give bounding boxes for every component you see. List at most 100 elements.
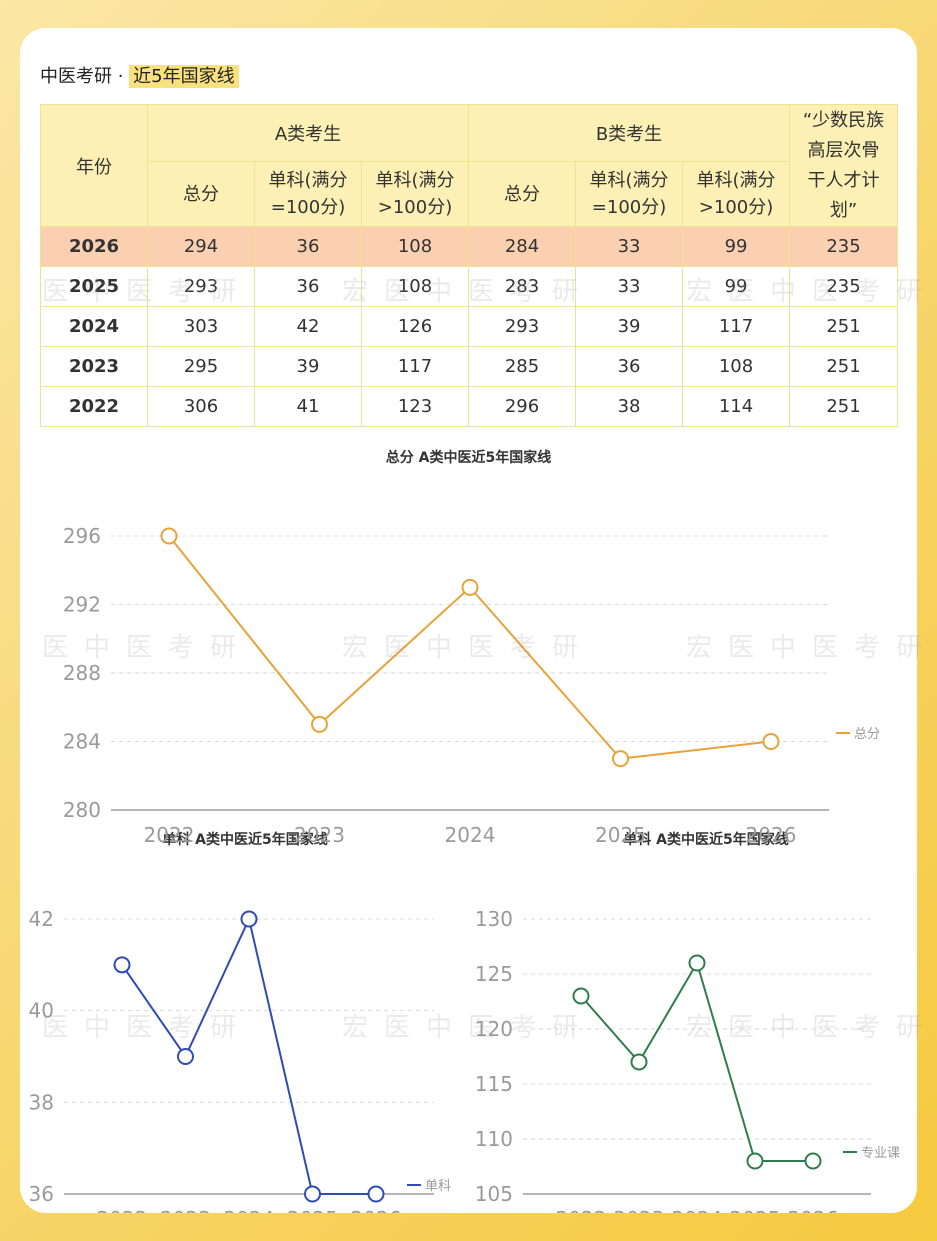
table-cell: 284 <box>468 226 577 267</box>
data-point <box>746 1152 764 1170</box>
table-row: 2022 306 41 123 296 38 114 251 <box>40 386 899 427</box>
header-b-total: 总分 <box>468 161 577 227</box>
row-year: 2023 <box>40 346 148 387</box>
x-tick-label: 2026 <box>746 823 797 847</box>
y-tick-label: 115 <box>475 1072 513 1096</box>
row-year: 2025 <box>40 266 148 307</box>
major-subject-chart: 105 110 115 120 125 130 2022 2023 2024 2025 2026 专业… <box>475 907 900 1213</box>
data-point <box>612 750 629 768</box>
header-year: 年份 <box>40 104 148 227</box>
table-cell: 293 <box>468 306 577 347</box>
title-highlight: 近5年国家线 <box>129 65 239 88</box>
data-point <box>160 527 178 545</box>
chart-title-total: 总分 A类中医近5年国家线 <box>385 450 552 466</box>
x-tick-label: 2023 <box>160 1207 211 1213</box>
y-tick-label: 42 <box>29 907 54 931</box>
header-b-single-100: 单科(满分=100分) <box>575 161 684 227</box>
table-cell: 251 <box>789 346 899 387</box>
chart-title-major: 单科 A类中医近5年国家线 <box>623 832 789 848</box>
data-point <box>304 1185 321 1203</box>
title-prefix: 中医考研 · <box>40 66 130 87</box>
legend-label: 总分 <box>854 727 880 742</box>
x-tick-label: 2025 <box>595 823 646 847</box>
y-tick-label: 296 <box>63 524 101 548</box>
data-point <box>572 987 590 1005</box>
x-tick-label: 2023 <box>614 1207 665 1213</box>
table-cell: 39 <box>575 306 684 347</box>
x-tick-label: 2022 <box>97 1207 148 1213</box>
table-row: 2026 294 36 108 284 33 99 235 <box>40 226 899 267</box>
table-cell: 126 <box>360 306 470 347</box>
chart-title-single: 单科 A类中医近5年国家线 <box>162 832 328 848</box>
x-tick-label: 2023 <box>294 823 345 847</box>
table-cell: 293 <box>147 266 255 307</box>
header-a-single-100: 单科(满分=100分) <box>254 161 362 227</box>
y-tick-label: 130 <box>475 907 513 931</box>
table-cell: 117 <box>360 346 470 387</box>
table-cell: 108 <box>360 266 470 307</box>
header-a-total: 总分 <box>147 161 255 227</box>
table-cell: 108 <box>360 226 470 267</box>
total-score-chart: 280 284 288 292 296 2022 2023 2024 2025 2026 总分 <box>63 524 880 847</box>
y-tick-label: 125 <box>475 962 513 986</box>
header-minority: “少数民族高层次骨干人才计划” <box>789 104 899 227</box>
row-year: 2024 <box>40 306 148 347</box>
x-tick-label: 2024 <box>672 1207 723 1213</box>
x-tick-label: 2022 <box>556 1207 607 1213</box>
y-tick-label: 292 <box>63 593 101 617</box>
data-point <box>311 715 328 733</box>
table-cell: 251 <box>789 306 899 347</box>
table-cell: 41 <box>254 386 362 427</box>
x-tick-label: 2024 <box>224 1207 275 1213</box>
legend-label: 专业课 <box>861 1146 900 1161</box>
table-cell: 33 <box>575 226 684 267</box>
data-point <box>461 578 479 596</box>
table-cell: 295 <box>147 346 255 387</box>
y-tick-label: 120 <box>475 1017 513 1041</box>
table-cell: 235 <box>789 266 899 307</box>
x-tick-label: 2025 <box>287 1207 338 1213</box>
table-cell: 235 <box>789 226 899 267</box>
table-cell: 39 <box>254 346 362 387</box>
data-point <box>177 1048 194 1065</box>
x-tick-label: 2026 <box>351 1207 402 1213</box>
data-point <box>804 1152 822 1170</box>
table-cell: 283 <box>468 266 577 307</box>
y-tick-label: 284 <box>63 730 101 754</box>
data-point <box>688 954 706 972</box>
table-cell: 33 <box>575 266 684 307</box>
single-subject-chart: 36 38 40 42 2022 2023 2024 2025 2026 单科 <box>29 907 451 1213</box>
table-cell: 294 <box>147 226 255 267</box>
table-cell: 251 <box>789 386 899 427</box>
table-row: 2025 293 36 108 283 33 99 235 <box>40 266 899 307</box>
table-row: 2023 295 39 117 285 36 108 251 <box>40 346 899 387</box>
series-line <box>168 535 772 760</box>
table-cell: 99 <box>682 226 791 267</box>
table-cell: 99 <box>682 266 791 307</box>
series-line <box>580 960 813 1162</box>
table-cell: 117 <box>682 306 791 347</box>
table-cell: 42 <box>254 306 362 347</box>
page-title: 中医考研 · 近5年国家线 <box>40 62 239 88</box>
data-point <box>630 1053 648 1071</box>
table-cell: 38 <box>575 386 684 427</box>
score-line-table: 年份 A类考生 B类考生 “少数民族高层次骨干人才计划” 总分 单科(满分=10… <box>40 104 899 427</box>
table-cell: 296 <box>468 386 577 427</box>
header-group-b: B类考生 <box>468 104 791 162</box>
y-tick-label: 40 <box>29 999 54 1023</box>
header-b-single-over-100: 单科(满分>100分) <box>682 161 791 227</box>
y-tick-label: 105 <box>475 1182 513 1206</box>
row-year: 2022 <box>40 386 148 427</box>
y-tick-label: 38 <box>29 1090 54 1114</box>
y-tick-label: 110 <box>475 1127 513 1151</box>
table-cell: 114 <box>682 386 791 427</box>
table-cell: 306 <box>147 386 255 427</box>
x-tick-label: 2025 <box>730 1207 781 1213</box>
data-point <box>113 956 131 974</box>
table-cell: 285 <box>468 346 577 387</box>
header-group-a: A类考生 <box>146 104 470 162</box>
header-a-single-over-100: 单科(满分>100分) <box>360 161 470 227</box>
content-card: 中医考研 · 近5年国家线 年份 A类考生 B类考生 “少数民族高层次骨干人才计… <box>20 28 917 1213</box>
x-tick-label: 2024 <box>445 823 496 847</box>
x-tick-label: 2026 <box>788 1207 839 1213</box>
